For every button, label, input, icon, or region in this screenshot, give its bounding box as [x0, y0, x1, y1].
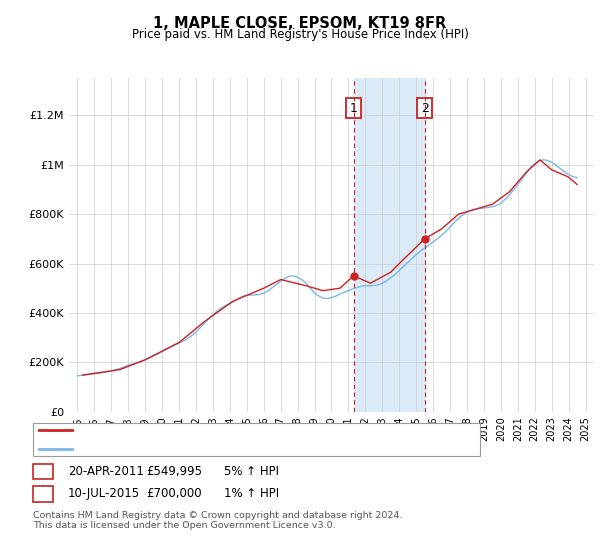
Text: £549,995: £549,995	[146, 465, 202, 478]
Text: HPI: Average price, detached house, Epsom and Ewell: HPI: Average price, detached house, Epso…	[79, 444, 380, 454]
Text: 1: 1	[350, 102, 358, 115]
Text: 2: 2	[39, 487, 47, 501]
Text: Contains HM Land Registry data © Crown copyright and database right 2024.
This d: Contains HM Land Registry data © Crown c…	[33, 511, 403, 530]
Text: 1, MAPLE CLOSE, EPSOM, KT19 8FR: 1, MAPLE CLOSE, EPSOM, KT19 8FR	[154, 16, 446, 31]
Text: 20-APR-2011: 20-APR-2011	[68, 465, 143, 478]
Bar	[353, 78, 425, 412]
Text: 5% ↑ HPI: 5% ↑ HPI	[224, 465, 279, 478]
Text: 10-JUL-2015: 10-JUL-2015	[68, 487, 140, 501]
Text: £700,000: £700,000	[146, 487, 202, 501]
Text: Price paid vs. HM Land Registry's House Price Index (HPI): Price paid vs. HM Land Registry's House …	[131, 28, 469, 41]
Text: 2: 2	[421, 102, 428, 115]
Text: 1% ↑ HPI: 1% ↑ HPI	[224, 487, 279, 501]
Text: 1: 1	[39, 465, 47, 478]
Text: 1, MAPLE CLOSE, EPSOM, KT19 8FR (detached house): 1, MAPLE CLOSE, EPSOM, KT19 8FR (detache…	[79, 424, 377, 435]
